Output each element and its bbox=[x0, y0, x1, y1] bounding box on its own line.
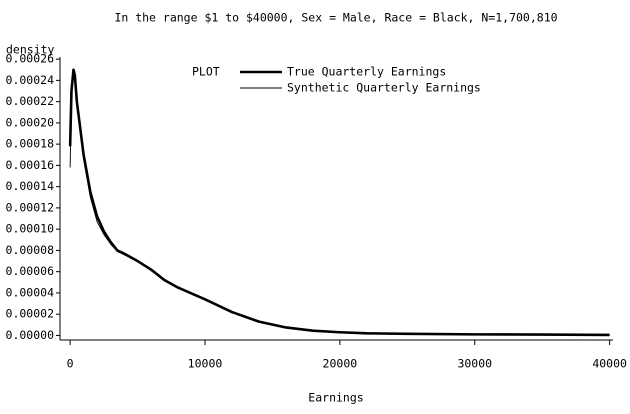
y-tick-label: 0.00018 bbox=[6, 137, 55, 151]
y-tick-label: 0.00012 bbox=[6, 200, 54, 214]
y-tick-label: 0.00020 bbox=[6, 115, 55, 129]
legend-label: Synthetic Quarterly Earnings bbox=[287, 81, 481, 95]
y-tick-label: 0.00000 bbox=[6, 328, 55, 342]
x-tick-label: 40000 bbox=[592, 357, 627, 371]
chart-title: In the range $1 to $40000, Sex = Male, R… bbox=[114, 11, 557, 25]
legend-label: True Quarterly Earnings bbox=[287, 65, 446, 79]
y-tick-label: 0.00008 bbox=[6, 243, 55, 257]
x-tick-label: 30000 bbox=[457, 357, 492, 371]
y-tick-label: 0.00026 bbox=[6, 52, 55, 66]
y-tick-label: 0.00004 bbox=[6, 285, 55, 299]
y-tick-label: 0.00022 bbox=[6, 94, 54, 108]
legend-title: PLOT bbox=[192, 65, 220, 79]
y-tick-label: 0.00002 bbox=[6, 307, 54, 321]
x-axis-label: Earnings bbox=[308, 391, 363, 405]
y-tick-label: 0.00024 bbox=[6, 73, 55, 87]
x-tick-label: 20000 bbox=[323, 357, 358, 371]
y-tick-label: 0.00006 bbox=[6, 264, 55, 278]
line-series bbox=[69, 72, 610, 336]
y-axis-label: density bbox=[6, 43, 55, 57]
y-tick-label: 0.00016 bbox=[6, 158, 55, 172]
y-tick-label: 0.00010 bbox=[6, 222, 55, 236]
x-tick-label: 10000 bbox=[188, 357, 223, 371]
line-series bbox=[68, 68, 610, 337]
y-tick-label: 0.00014 bbox=[6, 179, 55, 193]
x-tick-label: 0 bbox=[67, 357, 74, 371]
